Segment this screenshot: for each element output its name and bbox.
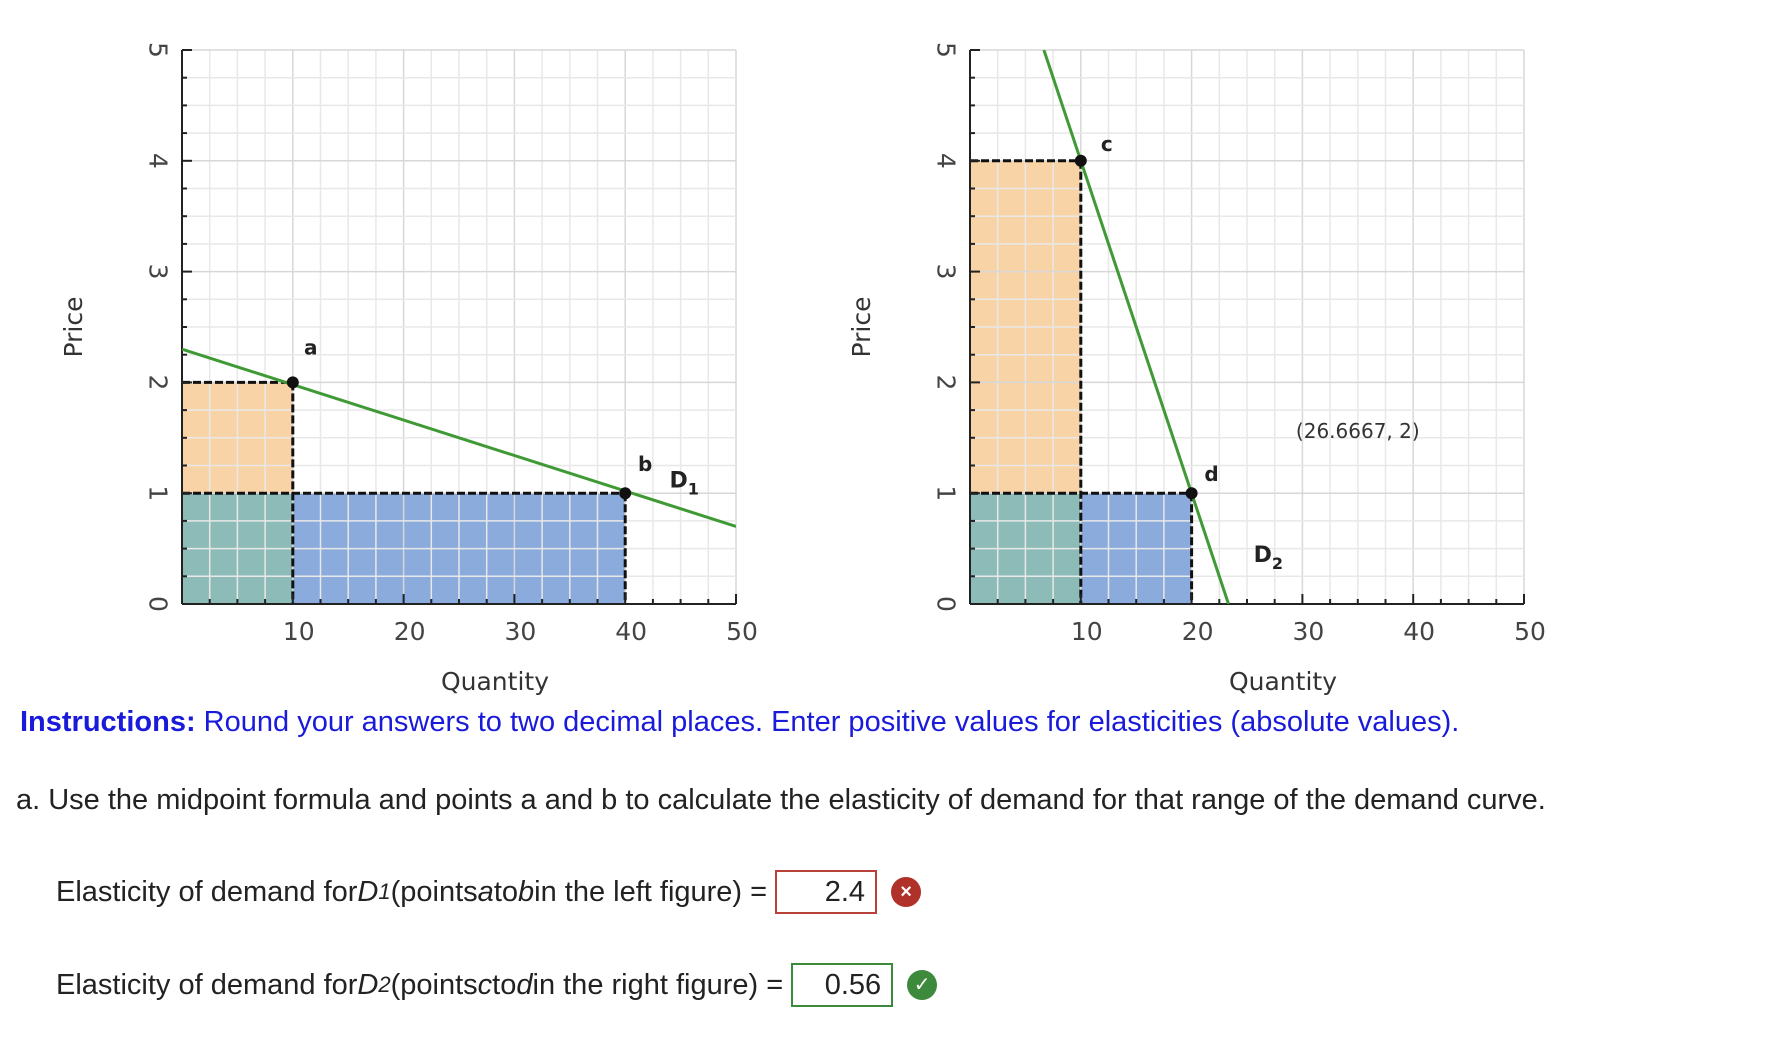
answer-point-d: d [516, 968, 533, 1001]
elasticity-d2-input[interactable]: 0.56 [791, 963, 894, 1007]
y-tick-label: 5 [932, 42, 961, 58]
point-d [1185, 487, 1198, 500]
y-tick-label: 3 [932, 264, 961, 280]
answer-prefix: Elasticity of demand for [56, 968, 358, 1001]
demand-curve-line [1042, 50, 1230, 604]
x-tick-label: 40 [1403, 617, 1435, 646]
answer-d-main: D [357, 968, 379, 1001]
x-tick-label: 20 [394, 617, 426, 646]
right-chart: 0 1 2 3 4 5 10 20 30 40 50 Price Quantity D2 c d (26.666… [847, 42, 1546, 696]
elasticity-d1-input[interactable]: 2.4 [775, 870, 878, 914]
x-axis-label: Quantity [441, 667, 549, 696]
x-tick-label: 20 [1182, 617, 1214, 646]
answer-mid1: (points [390, 968, 478, 1001]
answer-point-b: b [518, 875, 535, 908]
y-axis-label: Price [59, 297, 88, 358]
instructions-text: Round your answers to two decimal places… [195, 706, 1460, 738]
x-tick-label: 50 [1514, 617, 1546, 646]
demand-curve-line [182, 347, 736, 528]
answer-row-d1: Elasticity of demand for D 1 (points a to … [56, 870, 922, 914]
y-tick-label: 4 [932, 153, 961, 169]
demand-curve-label: D2 [1254, 543, 1283, 573]
demand-curve-label: D1 [670, 469, 699, 499]
incorrect-icon: × [891, 877, 922, 907]
point-label-b: b [638, 452, 652, 476]
point-b [619, 487, 632, 500]
answer-point-a: a [477, 875, 494, 908]
x-tick-label: 30 [504, 617, 536, 646]
y-axis-label: Price [847, 297, 876, 358]
question-a: a. Use the midpoint formula and points a… [16, 784, 1546, 816]
answer-mid2: to [493, 875, 518, 908]
point-annotation: (26.6667, 2) [1296, 419, 1420, 443]
y-tick-label: 5 [144, 42, 173, 58]
answer-d-main: D [357, 875, 379, 908]
y-tick-label: 0 [932, 596, 961, 612]
y-tick-label: 1 [144, 485, 173, 501]
x-tick-label: 50 [726, 617, 758, 646]
x-tick-label: 30 [1292, 617, 1324, 646]
x-tick-label: 40 [615, 617, 647, 646]
answer-d-sub: 2 [378, 972, 391, 997]
instructions-label: Instructions: [20, 706, 196, 738]
correct-icon: ✓ [907, 970, 938, 1000]
answer-suffix: in the left figure) = [534, 875, 768, 908]
y-tick-label: 1 [932, 485, 961, 501]
x-tick-label: 10 [283, 617, 315, 646]
point-label-a: a [304, 335, 318, 359]
point-label-d: d [1204, 462, 1218, 486]
point-a [286, 376, 299, 389]
y-tick-label: 3 [144, 264, 173, 280]
x-tick-label: 10 [1071, 617, 1103, 646]
answer-suffix: in the right figure) = [532, 968, 784, 1001]
y-tick-label: 2 [932, 374, 961, 390]
y-tick-label: 0 [144, 596, 173, 612]
left-chart: 0 1 2 3 4 5 10 20 30 40 50 Price Quantity D1 a b [59, 42, 758, 696]
y-tick-label: 2 [144, 374, 173, 390]
y-tick-label: 4 [144, 153, 173, 169]
charts-area: 0 1 2 3 4 5 10 20 30 40 50 Price Quantity D1 a b 0 1 2 3 4 5… [59, 42, 1546, 696]
point-label-c: c [1101, 132, 1113, 156]
instructions: Instructions: Round your answers to two … [20, 706, 1459, 739]
answer-point-c: c [477, 968, 493, 1001]
answer-prefix: Elasticity of demand for [56, 875, 358, 908]
answer-mid2: to [492, 968, 517, 1001]
answer-mid1: (points [390, 875, 478, 908]
answer-d-sub: 1 [378, 879, 391, 904]
x-axis-label: Quantity [1229, 667, 1337, 696]
point-c [1074, 154, 1087, 167]
